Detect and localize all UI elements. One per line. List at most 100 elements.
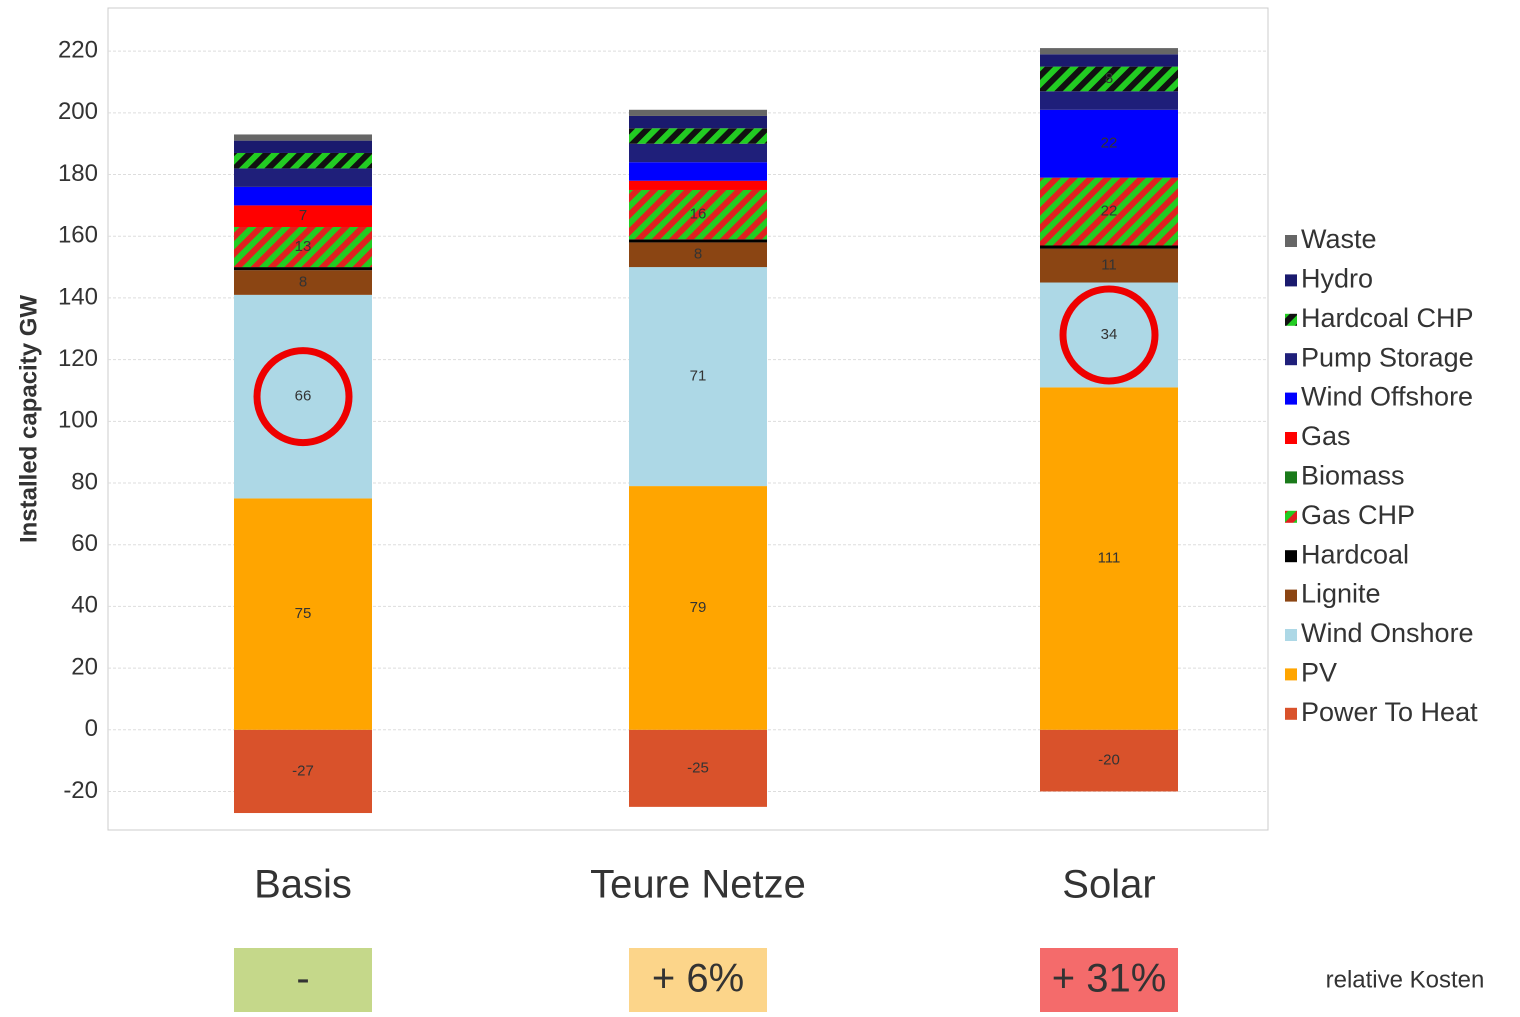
data-label: -20	[1098, 752, 1120, 769]
legend-label: Hydro	[1301, 264, 1373, 294]
bar-segment	[629, 729, 767, 807]
bar-segment	[629, 162, 767, 181]
data-label: 8	[1105, 70, 1113, 87]
bar-segment	[234, 152, 372, 169]
bar-segment	[234, 226, 372, 268]
y-tick-label: 160	[58, 222, 98, 249]
legend-label: Biomass	[1301, 461, 1405, 491]
data-label: 79	[690, 599, 707, 616]
data-label: 111	[1098, 550, 1121, 567]
legend-swatch	[1285, 668, 1297, 681]
bar-segment	[1040, 245, 1178, 249]
data-label: 75	[295, 605, 312, 622]
legend-label: PV	[1301, 658, 1337, 688]
legend-label: Hardcoal CHP	[1301, 303, 1474, 333]
legend-label: Wind Onshore	[1301, 618, 1474, 648]
bar-segment	[1040, 387, 1178, 730]
y-tick-label: 20	[71, 653, 98, 680]
plot-frame	[107, 7, 1269, 831]
data-label: 34	[1101, 326, 1118, 343]
bar-segment	[1040, 248, 1178, 283]
legend-swatch	[1285, 313, 1297, 326]
bar-segment	[234, 729, 372, 814]
y-axis-label: Installed capacity GW	[15, 295, 42, 543]
bar-segment	[629, 239, 767, 243]
y-tick-label: 0	[85, 715, 98, 742]
legend-swatch	[1285, 274, 1297, 287]
legend-swatch	[1285, 235, 1297, 247]
legend-label: Pump Storage	[1301, 342, 1474, 372]
bar-segment	[234, 168, 372, 187]
bar-segment	[1040, 66, 1178, 92]
data-label: 66	[295, 388, 312, 405]
bar-segment	[629, 180, 767, 190]
cost-title: relative Kosten	[1326, 966, 1485, 993]
data-label: 16	[690, 206, 707, 223]
cost-label: -	[296, 957, 309, 1001]
legend-label: Wind Offshore	[1301, 382, 1473, 412]
bar-segment	[234, 498, 372, 730]
legend-swatch	[1285, 589, 1297, 602]
category-label: Teure Netze	[590, 863, 806, 907]
bar-segment	[234, 186, 372, 206]
y-tick-label: 80	[71, 468, 98, 495]
data-label: -25	[687, 759, 709, 776]
legend-swatch	[1285, 707, 1297, 720]
bar-segment	[1040, 48, 1178, 55]
category-label: Solar	[1062, 863, 1155, 907]
bar-segment	[234, 140, 372, 153]
legend-swatch	[1285, 353, 1297, 366]
legend-label: Gas	[1301, 421, 1351, 451]
bar-segment	[234, 270, 372, 295]
data-label: 22	[1101, 135, 1118, 152]
legend-swatch	[1285, 471, 1297, 484]
cost-label: + 31%	[1052, 957, 1167, 1001]
y-tick-label: 120	[58, 345, 98, 372]
legend-label: Waste	[1301, 224, 1377, 254]
data-label: 71	[690, 368, 707, 385]
bar-segment	[629, 115, 767, 129]
legend-swatch	[1285, 550, 1297, 563]
y-tick-label: 200	[58, 98, 98, 125]
y-tick-label: 40	[71, 592, 98, 619]
cost-box	[629, 948, 767, 1012]
bar-segment	[1040, 177, 1178, 246]
legend-label: Power To Heat	[1301, 697, 1478, 727]
bar-segment	[629, 242, 767, 268]
bar-segment	[1040, 54, 1178, 67]
data-label: 8	[299, 273, 307, 290]
data-label: 13	[295, 238, 312, 255]
legend-swatch	[1285, 629, 1297, 641]
y-tick-label: -20	[63, 777, 98, 804]
y-tick-label: 180	[58, 160, 98, 187]
bar-segment	[1040, 91, 1178, 110]
data-label: 7	[299, 207, 307, 224]
highlight-circle	[253, 347, 353, 447]
bar-segment	[629, 486, 767, 730]
legend-swatch	[1285, 432, 1297, 444]
data-label: 22	[1101, 203, 1118, 220]
bar-segment	[629, 128, 767, 144]
cost-label: + 6%	[652, 957, 744, 1001]
bar-segment	[629, 189, 767, 240]
y-tick-label: 220	[58, 37, 98, 64]
cost-box	[1040, 948, 1178, 1012]
data-label: -27	[292, 762, 314, 779]
cost-box	[234, 948, 372, 1012]
bar-segment	[234, 134, 372, 141]
bar-segment	[629, 109, 767, 116]
bar-segment	[1040, 109, 1178, 178]
y-tick-label: 100	[58, 407, 98, 434]
bar-segment	[629, 267, 767, 487]
bar-segment	[234, 205, 372, 227]
legend-label: Gas CHP	[1301, 500, 1415, 530]
data-label: 8	[694, 246, 702, 263]
y-tick-label: 60	[71, 530, 98, 557]
legend-label: Hardcoal	[1301, 539, 1409, 569]
bar-segment	[1040, 729, 1178, 792]
bar-segment	[629, 143, 767, 163]
data-label: 11	[1101, 257, 1117, 274]
highlight-circle	[1059, 285, 1159, 385]
y-tick-label: 140	[58, 283, 98, 310]
